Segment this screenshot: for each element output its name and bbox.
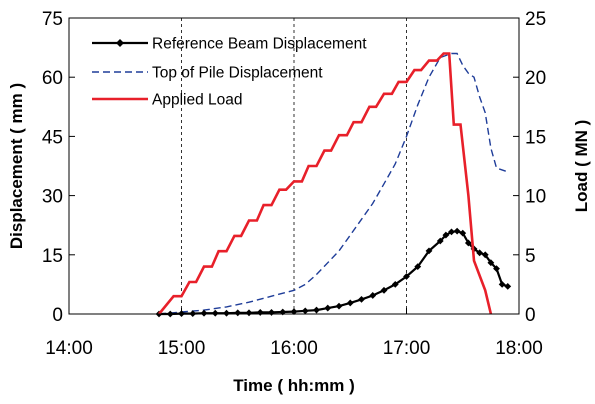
data-point-marker (256, 309, 264, 316)
data-point-marker (403, 273, 410, 280)
data-point-marker (223, 309, 230, 317)
data-point-marker (453, 227, 461, 235)
y2-tick-label: 5 (525, 246, 536, 267)
x-tick-label: 18:00 (495, 338, 543, 359)
series-line-1 (158, 52, 508, 315)
y-axis-title: Displacement ( mm ) (7, 83, 26, 249)
y-tick-label: 15 (42, 246, 63, 267)
data-point-marker (245, 309, 253, 317)
data-point-marker (324, 304, 332, 312)
y-tick-label: 75 (42, 9, 63, 30)
data-point-marker (498, 281, 506, 288)
y2-tick-label: 0 (525, 305, 536, 326)
series-line-2 (157, 52, 493, 315)
data-point-marker (301, 307, 309, 315)
data-point-marker (442, 231, 450, 239)
x-tick-label: 16:00 (270, 338, 318, 359)
y-tick-label: 60 (42, 68, 63, 89)
data-point-marker (504, 282, 512, 290)
data-point-marker (391, 281, 399, 288)
data-point-marker (211, 309, 219, 317)
data-point-marker (448, 228, 455, 236)
data-point-marker (369, 292, 377, 299)
data-point-marker (464, 239, 472, 247)
data-point-marker (346, 299, 354, 307)
data-point-marker (481, 251, 489, 259)
y2-axis-title: Load ( MN ) (572, 120, 591, 213)
data-point-marker (380, 286, 388, 294)
data-point-marker (234, 309, 242, 317)
data-point-marker (279, 308, 287, 316)
data-point-marker (268, 309, 275, 316)
legend-label: Top of Pile Displacement (152, 65, 323, 82)
series-line-0 (159, 229, 509, 316)
data-point-marker (459, 229, 467, 237)
data-point-marker (425, 247, 433, 255)
data-point-marker (487, 259, 495, 267)
x-tick-label: 14:00 (45, 338, 93, 359)
y2-tick-label: 15 (525, 127, 546, 148)
x-axis-title: Time ( hh:mm ) (233, 376, 355, 395)
data-point-marker (493, 265, 500, 273)
y-tick-label: 0 (52, 305, 63, 326)
y2-tick-label: 20 (525, 68, 546, 89)
y2-tick-label: 10 (525, 187, 546, 208)
y-tick-label: 45 (42, 127, 63, 148)
y-tick-label: 30 (42, 187, 63, 208)
data-point-marker (313, 306, 320, 314)
legend-label: Reference Beam Displacement (152, 36, 367, 53)
data-point-marker (436, 237, 444, 245)
legend-marker (116, 39, 124, 47)
data-point-marker (200, 309, 208, 317)
x-tick-label: 15:00 (158, 338, 206, 359)
data-point-marker (335, 302, 343, 310)
legend-label: Applied Load (152, 92, 243, 109)
ticks: 14:00 15:00 16:00 17:00 18:00 0 15 30 45 60 75 0 5 10… (42, 9, 546, 359)
data-point-marker (414, 263, 422, 271)
legend: Reference Beam Displacement Top of Pile D… (92, 36, 367, 109)
data-point-marker (358, 295, 365, 303)
data-point-marker (476, 249, 484, 257)
y2-tick-label: 25 (525, 9, 546, 30)
x-tick-label: 17:00 (383, 338, 431, 359)
gridlines (181, 18, 407, 314)
series-group (155, 52, 512, 318)
